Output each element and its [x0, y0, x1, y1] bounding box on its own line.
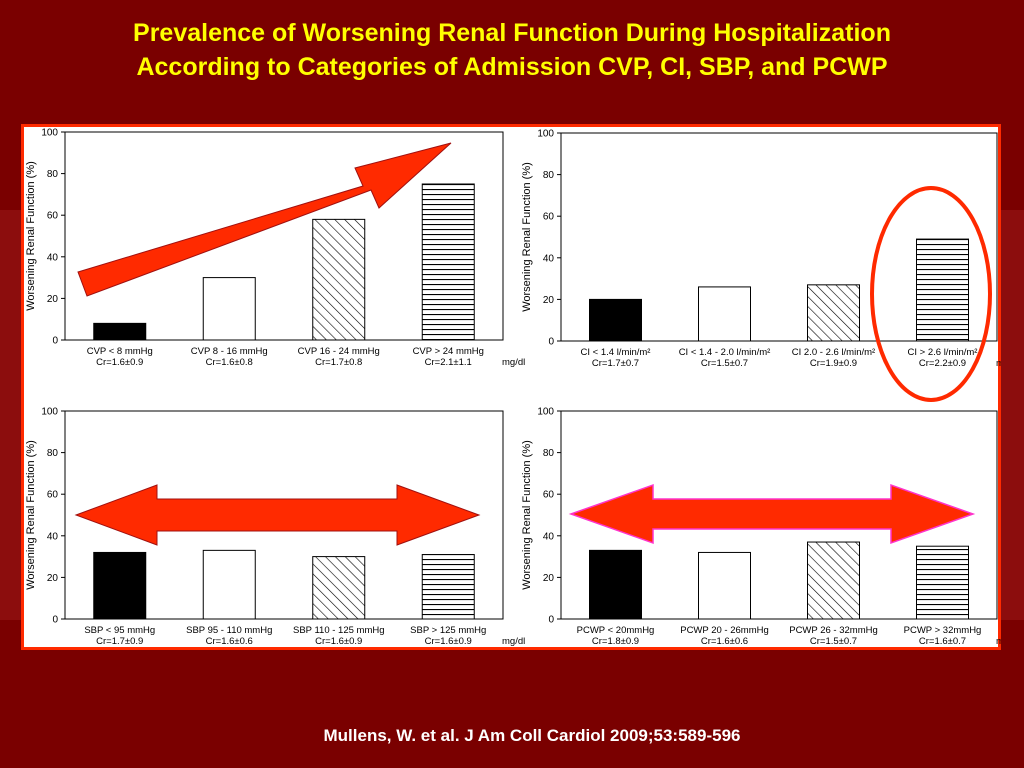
bar	[93, 551, 147, 620]
unit-label: mg/dl	[996, 358, 1001, 369]
bar	[916, 238, 969, 342]
unit-label: mg/dl	[996, 636, 1001, 647]
x-category-label: SBP > 125 mmHg	[410, 625, 486, 636]
bar	[589, 298, 642, 342]
slide-title: Prevalence of Worsening Renal Function D…	[0, 16, 1024, 84]
x-sublabel: Cr=1.6±0.9	[425, 636, 472, 647]
x-sublabel: Cr=1.7±0.7	[592, 358, 639, 369]
x-category-label: CI 2.0 - 2.6 l/min/m²	[792, 347, 875, 358]
x-category-label: CVP < 8 mmHg	[87, 346, 153, 357]
bar	[312, 218, 366, 341]
bar	[202, 549, 256, 620]
increasing-arrow-icon	[77, 142, 452, 297]
highlight-circle-icon	[870, 186, 992, 402]
x-category-label: CI < 1.4 l/min/m²	[581, 347, 651, 358]
x-sublabel: Cr=2.1±1.1	[425, 357, 472, 368]
y-axis-label: Worsening Renal Function (%)	[521, 440, 533, 590]
double-arrow-icon	[74, 484, 481, 546]
x-sublabel: Cr=1.7±0.9	[96, 636, 143, 647]
x-sublabel: Cr=1.6±0.9	[96, 357, 143, 368]
bar	[698, 551, 751, 620]
x-category-label: CI > 2.6 l/min/m²	[908, 347, 978, 358]
y-tick-label: 80	[47, 448, 59, 459]
y-tick-label: 80	[47, 169, 59, 180]
chart-cvp: 0 20 40 60 80 100 Worsening Renal Function (%)…	[25, 128, 525, 369]
y-tick-label: 20	[47, 573, 59, 584]
chart-ci: 0 20 40 60 80 100 Worsening Renal Function (%)…	[521, 129, 1001, 370]
x-sublabel: Cr=1.5±0.7	[810, 636, 857, 647]
bar	[916, 545, 969, 620]
x-category-label: PCWP 20 - 26mmHg	[680, 625, 769, 636]
y-tick-label: 60	[543, 490, 555, 501]
x-sublabel: Cr=1.5±0.7	[701, 358, 748, 369]
unit-label: mg/dl	[502, 636, 525, 647]
chart-pcwp: 0 20 40 60 80 100 Worsening Renal Function (%)…	[521, 407, 1001, 648]
x-category-label: CI < 1.4 - 2.0 l/min/m²	[679, 347, 771, 358]
x-category-label: CVP > 24 mmHg	[413, 346, 484, 357]
x-category-label: PCWP > 32mmHg	[904, 625, 982, 636]
plot-frame	[64, 131, 504, 341]
double-arrow-outlined-icon	[568, 483, 976, 545]
y-axis-label: Worsening Renal Function (%)	[25, 440, 37, 590]
x-category-label: SBP 95 - 110 mmHg	[186, 625, 272, 636]
plot-frame	[64, 410, 504, 620]
y-tick-label: 40	[47, 252, 59, 263]
y-tick-label: 80	[543, 170, 555, 181]
bar	[202, 277, 256, 341]
x-category-label: PCWP < 20mmHg	[577, 625, 655, 636]
y-tick-label: 100	[41, 128, 58, 139]
bar	[807, 284, 860, 342]
x-sublabel: Cr=1.6±0.8	[206, 357, 253, 368]
y-tick-label: 0	[548, 337, 554, 348]
y-tick-label: 80	[543, 448, 555, 459]
y-tick-label: 20	[47, 294, 59, 305]
bar	[698, 286, 751, 342]
y-tick-label: 100	[41, 407, 58, 418]
x-sublabel: Cr=1.6±0.9	[315, 636, 362, 647]
y-axis-label: Worsening Renal Function (%)	[25, 161, 37, 311]
y-tick-label: 60	[47, 490, 59, 501]
bar	[93, 322, 147, 341]
y-tick-label: 100	[537, 129, 554, 140]
y-tick-label: 20	[543, 295, 555, 306]
y-tick-label: 0	[548, 615, 554, 626]
x-sublabel: Cr=1.7±0.8	[315, 357, 362, 368]
x-sublabel: Cr=1.8±0.9	[592, 636, 639, 647]
title-line-1: Prevalence of Worsening Renal Function D…	[133, 19, 891, 47]
y-tick-label: 20	[543, 573, 555, 584]
chart-sbp: 0 20 40 60 80 100 Worsening Renal Function (%)…	[25, 407, 525, 648]
bar	[312, 556, 366, 620]
charts-svg: 0 20 40 60 80 100 Worsening Renal Function (%)…	[25, 128, 1001, 648]
x-sublabel: Cr=1.6±0.6	[701, 636, 748, 647]
bar	[421, 554, 475, 620]
y-tick-label: 60	[47, 211, 59, 222]
y-tick-label: 0	[52, 615, 58, 626]
x-category-label: SBP < 95 mmHg	[84, 625, 155, 636]
y-tick-label: 60	[543, 212, 555, 223]
citation: Mullens, W. et al. J Am Coll Cardiol 200…	[323, 726, 741, 745]
y-tick-label: 40	[543, 531, 555, 542]
plot-frame	[560, 132, 998, 342]
x-sublabel: Cr=1.6±0.7	[919, 636, 966, 647]
y-tick-label: 0	[52, 336, 58, 347]
y-axis-label: Worsening Renal Function (%)	[521, 162, 533, 312]
x-category-label: SBP 110 - 125 mmHg	[293, 625, 385, 636]
bar	[807, 541, 860, 620]
y-tick-label: 40	[47, 531, 59, 542]
x-sublabel: Cr=2.2±0.9	[919, 358, 966, 369]
title-line-2: According to Categories of Admission CVP…	[136, 53, 888, 81]
x-category-label: CVP 16 - 24 mmHg	[298, 346, 380, 357]
y-tick-label: 100	[537, 407, 554, 418]
unit-label: mg/dl	[502, 357, 525, 368]
x-category-label: CVP 8 - 16 mmHg	[191, 346, 268, 357]
y-tick-label: 40	[543, 253, 555, 264]
plot-frame	[560, 410, 998, 620]
bar	[589, 549, 642, 620]
x-category-label: PCWP 26 - 32mmHg	[789, 625, 878, 636]
x-sublabel: Cr=1.9±0.9	[810, 358, 857, 369]
x-sublabel: Cr=1.6±0.6	[206, 636, 253, 647]
bar	[421, 183, 475, 341]
